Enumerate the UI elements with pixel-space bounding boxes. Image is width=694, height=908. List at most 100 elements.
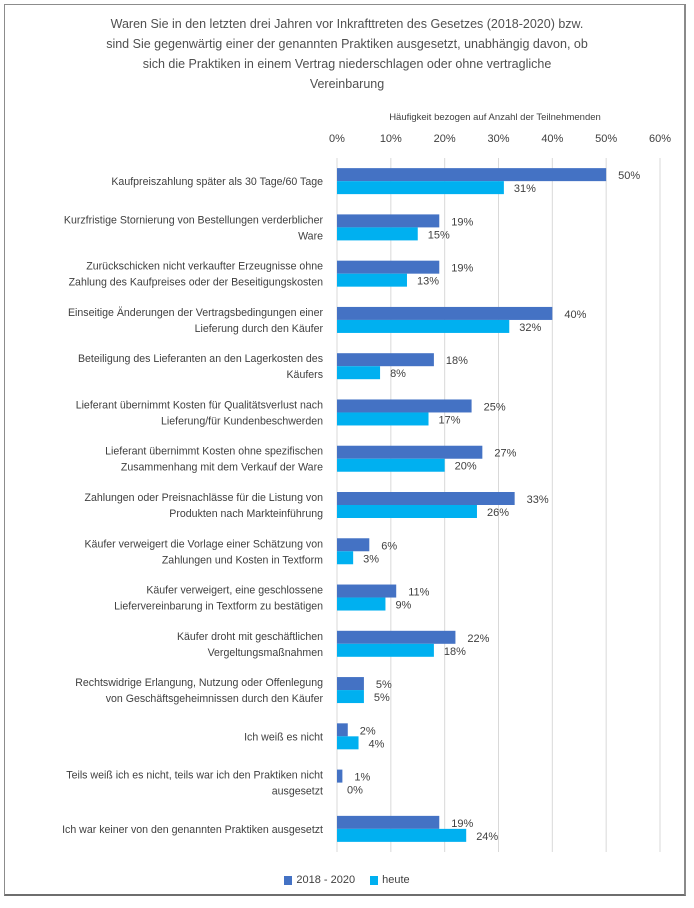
bar-2018-2020 [337,445,483,459]
legend-swatch-2018-2020 [284,875,293,885]
bar-heute [337,366,381,380]
x-tick-label: 50% [595,133,617,145]
data-label: 6% [381,540,397,552]
category-label: Lieferant übernimmt Kosten für Qualitäts… [76,399,323,411]
data-label: 5% [374,692,390,704]
bar-heute [337,412,429,426]
bar-heute [337,551,354,565]
bar-2018-2020 [337,769,343,783]
category-label: Zahlungen und Kosten in Textform [162,554,323,566]
x-tick-label: 0% [329,133,345,145]
category-label: Zurückschicken nicht verkaufter Erzeugni… [86,261,323,273]
category-label: Teils weiß ich es nicht, teils war ich d… [66,770,323,782]
bar-heute [337,319,510,333]
category-label: Lieferung durch den Käufer [195,323,324,335]
data-label: 8% [390,368,406,380]
bar-heute [337,227,418,241]
x-tick-label: 30% [487,133,509,145]
data-label: 15% [428,229,450,241]
data-label: 2% [360,725,376,737]
data-label: 25% [484,401,506,413]
bar-2018-2020 [337,630,456,644]
data-label: 3% [363,553,379,565]
legend-label: heute [382,874,410,886]
bar-2018-2020 [337,723,348,737]
title-line: sich die Praktiken in einem Vertrag nied… [142,57,552,71]
category-label: Käufer droht mit geschäftlichen [177,631,323,643]
category-label: Kurzfristige Stornierung von Bestellunge… [64,214,324,226]
x-tick-label: 10% [380,133,402,145]
data-label: 13% [417,276,439,288]
category-label: Zusammenhang mit dem Verkauf der Ware [121,462,323,474]
bar-heute [337,181,504,195]
chart-title: Waren Sie in den letzten drei Jahren vor… [60,14,634,94]
category-label: Liefervereinbarung in Textform zu bestät… [114,601,323,613]
x-tick-label: 20% [434,133,456,145]
data-label: 17% [439,414,461,426]
data-label: 4% [369,738,385,750]
category-label: Käufer verweigert die Vorlage einer Schä… [84,538,323,550]
data-label: 18% [446,355,468,367]
bar-heute [337,597,386,611]
category-label: Rechtswidrige Erlangung, Nutzung oder Of… [75,677,323,689]
data-label: 19% [451,216,473,228]
category-label: ausgesetzt [272,786,323,798]
title-line: sind Sie gegenwärtig einer der genannten… [106,37,588,51]
category-label: Beteiligung des Lieferanten an den Lager… [78,353,323,365]
data-label: 5% [376,679,392,691]
bar-heute [337,643,434,657]
bar-heute [337,505,477,518]
category-label: Zahlung des Kaufpreises oder der Beseiti… [69,277,324,289]
bar-heute [337,828,467,842]
title-line: Vereinbarung [309,77,385,91]
x-axis-title: Häufigkeit bezogen auf Anzahl der Teilne… [389,112,601,123]
bar-2018-2020 [337,492,515,505]
data-label: 31% [514,183,536,195]
data-label: 27% [494,448,516,460]
data-label: 24% [476,831,498,843]
title-line: Waren Sie in den letzten drei Jahren vor… [110,17,584,31]
category-label: Einseitige Änderungen der Vertragsbeding… [68,307,323,319]
data-label: 26% [487,507,509,519]
data-label: 50% [618,170,640,182]
x-tick-label: 40% [541,133,563,145]
legend-label: 2018 - 2020 [296,874,356,886]
legend-swatch-heute [370,875,379,885]
data-label: 22% [467,633,489,645]
legend: 2018 - 2020 heute [0,874,694,888]
bar-2018-2020 [337,815,440,829]
legend-item-2018-2020: 2018 - 2020 [284,874,355,886]
category-label: Ich war keiner von den genannten Praktik… [62,824,323,836]
legend-item-heute: heute [370,874,410,886]
data-label: 18% [444,646,466,658]
bar-heute [337,736,359,750]
data-label: 9% [395,600,411,612]
data-label: 40% [564,309,586,321]
category-label: Lieferung/für Kundenbeschwerden [161,415,323,427]
bar-2018-2020 [337,353,434,367]
data-label: 20% [455,461,477,473]
bar-heute [337,458,445,472]
data-label: 1% [354,772,370,784]
category-label: Vergeltungsmaßnahmen [208,647,324,659]
category-label: Käufers [286,369,323,381]
category-label: von Geschäftsgeheimnissen durch den Käuf… [106,693,324,705]
category-label: Ware [298,230,323,242]
bar-2018-2020 [337,399,472,413]
bar-2018-2020 [337,538,370,552]
category-label: Zahlungen oder Preisnachlässe für die Li… [84,492,323,504]
bar-2018-2020 [337,306,553,320]
data-label: 19% [451,818,473,830]
category-label: Ich weiß es nicht [244,731,323,743]
bar-2018-2020 [337,214,440,228]
bar-2018-2020 [337,677,364,691]
data-label: 32% [519,322,541,334]
bar-heute [337,690,364,704]
bar-heute [337,273,407,287]
bar-2018-2020 [337,584,397,598]
data-label: 19% [451,263,473,275]
bar-2018-2020 [337,260,440,274]
category-label: Käufer verweigert, eine geschlossene [146,585,323,597]
data-label: 0% [347,785,363,797]
